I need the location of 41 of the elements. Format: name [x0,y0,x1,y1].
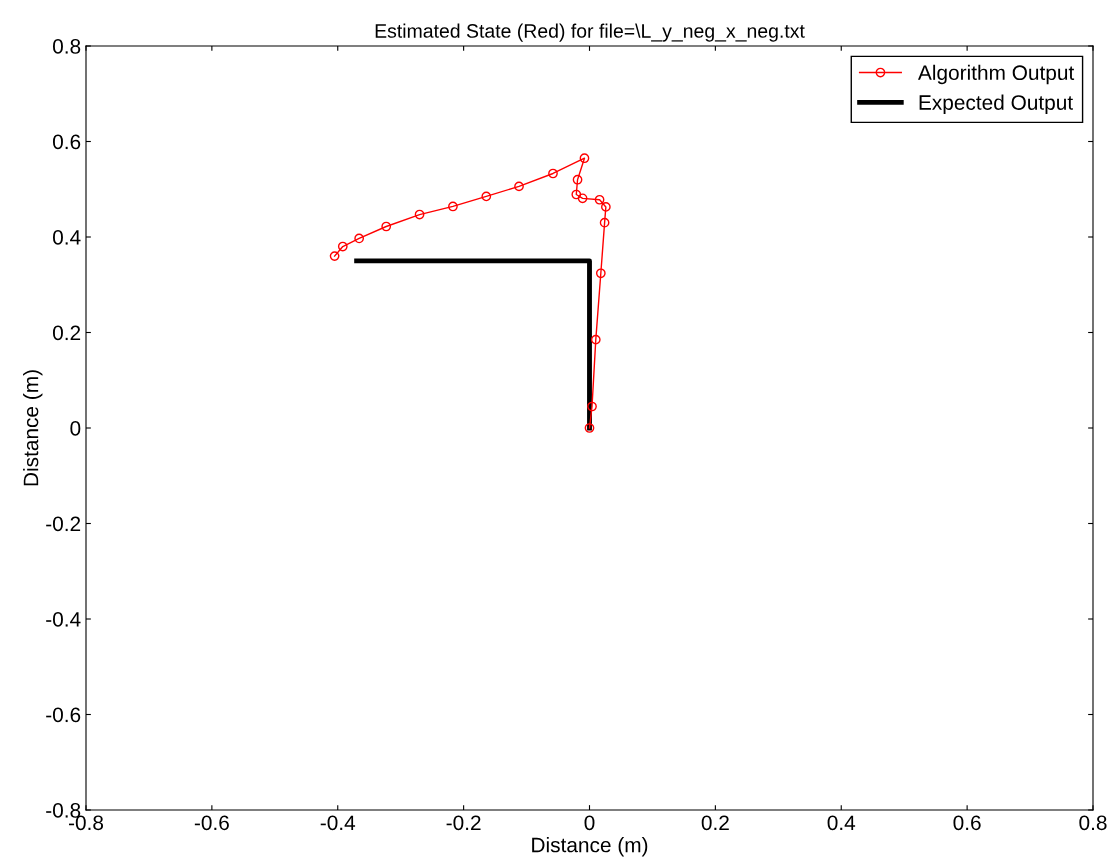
y-tick-label: -0.2 [46,516,81,532]
y-tick-label: -0.6 [46,707,81,723]
x-tick-label: -0.4 [320,815,356,831]
point [595,268,606,279]
legend-label: Expected Output [919,94,1073,115]
y-tick-label: 0.8 [52,39,81,54]
x-axis-title: Distance (m) [532,837,648,857]
y-axis-title: Distance (m) [23,370,43,486]
x-tick-label: 0.8 [1079,815,1107,831]
y-tick-label: -0.4 [46,612,81,627]
point [329,251,340,261]
x-tick-label: -0.6 [194,815,229,831]
x-tick-label: -0.2 [446,815,481,831]
point [579,153,590,164]
point [514,181,524,192]
point [577,193,588,204]
point [381,221,392,232]
y-tick-label: 0 [70,421,81,436]
point [587,401,597,412]
x-tick-label: 0 [584,815,595,831]
y-tick-label: 0.6 [52,134,81,150]
point [354,233,365,244]
point [590,334,601,345]
point [448,201,458,212]
x-tick-label: 0.2 [701,815,729,831]
point [572,174,583,185]
point [594,194,605,205]
point [548,168,558,179]
point [584,423,595,433]
point [414,209,425,220]
y-tick-label: 0.2 [52,325,81,341]
chart-title: Estimated State (Red) for file=\L_y_neg_x_neg.txt [375,23,805,42]
point [481,191,492,202]
legend-label: Algorithm Output [917,64,1075,85]
x-tick-label: 0.6 [953,815,981,831]
point [337,241,348,252]
point [601,202,611,212]
x-tick-label: 0.4 [827,815,856,831]
point [599,217,610,228]
point [571,189,582,200]
y-tick-label: 0.4 [52,230,81,245]
